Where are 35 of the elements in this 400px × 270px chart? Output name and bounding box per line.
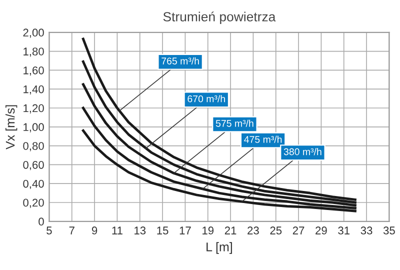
x-tick-label: 9 [92,226,98,234]
x-tick-label: 33 [360,226,372,234]
y-tick-label: 2,00 [23,28,44,38]
y-tick-label: 0,40 [23,180,44,190]
y-tick-label: 1,80 [24,48,44,57]
x-tick-label: 19 [202,226,214,234]
y-tick-label: 1,20 [24,104,44,114]
x-axis-title: L [m] [206,242,232,254]
x-tick-label: 29 [316,226,327,234]
x-tick-label: 31 [338,226,350,234]
x-tick-label: 23 [248,226,259,234]
annotation: 670 m³/h [188,95,225,102]
annotation: 765 m³/h [162,57,199,64]
annotation: 575 m³/h [216,120,254,127]
y-axis-title: Vx [m/s] [6,105,18,150]
x-tick-label: 13 [134,226,146,234]
x-tick-label: 15 [157,226,168,234]
x-tick-label: 17 [180,226,191,234]
x-tick-label: 5 [46,226,52,234]
y-tick-label: 1,00 [24,123,44,132]
x-tick-label: 11 [112,226,122,234]
x-tick-label: 27 [292,226,304,234]
y-tick-label: 0,20 [23,198,44,208]
y-tick-label: 1,40 [24,85,44,95]
x-tick-label: 25 [270,226,282,234]
annotation: 475 m³/h [244,136,282,143]
y-tick-label: 0 [38,218,44,226]
chart-title: Strumień powietrza [163,12,276,24]
y-tick-label: 0,60 [23,160,44,170]
x-tick-label: 7 [69,226,74,234]
x-tick-label: 35 [383,226,395,234]
y-tick-label: 1,60 [24,66,44,76]
x-tick-label: 21 [224,226,236,234]
y-tick-label: 0,80 [23,142,44,152]
annotation: 380 m³/h [284,148,322,156]
